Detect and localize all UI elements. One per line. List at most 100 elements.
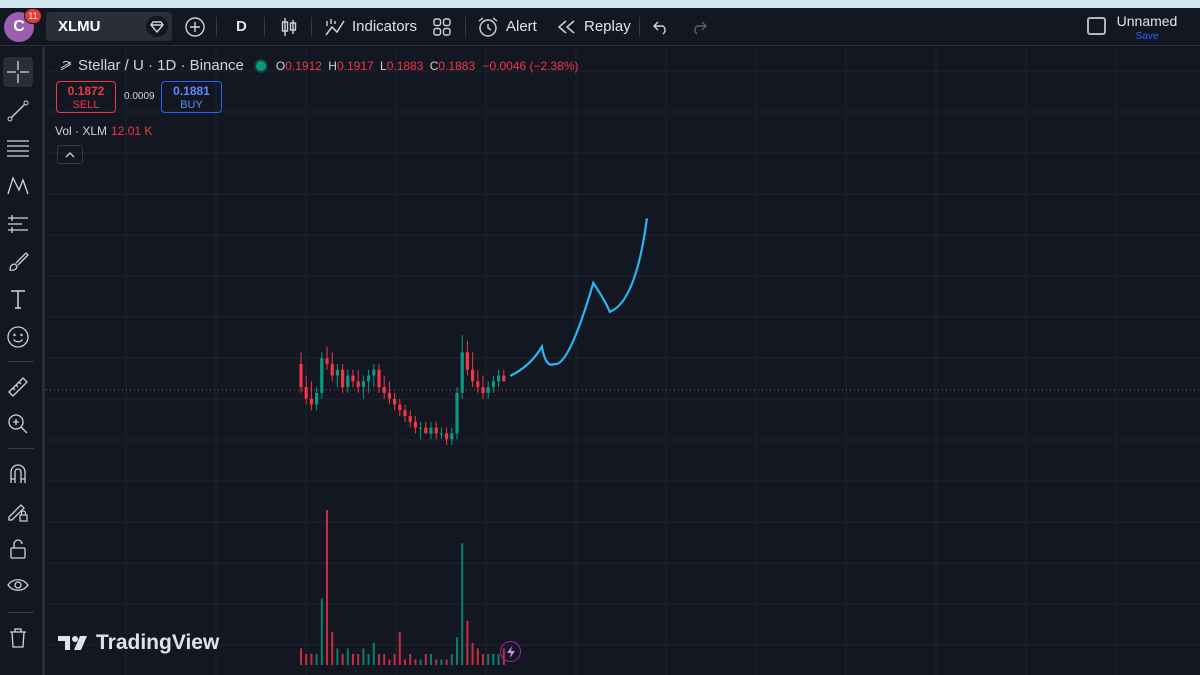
sell-button[interactable]: 0.1872 SELL <box>56 81 116 113</box>
zoom-in-icon[interactable] <box>3 409 33 439</box>
candle-body <box>330 363 334 376</box>
volume-bar <box>497 653 500 665</box>
candle-body <box>408 416 412 422</box>
volume-bar <box>430 653 432 665</box>
realtime-bolt-icon[interactable] <box>500 641 521 662</box>
candle-body <box>351 375 355 382</box>
buy-button[interactable]: 0.1881 BUY <box>161 81 222 113</box>
replay-button[interactable]: Replay <box>557 12 631 41</box>
alert-label: Alert <box>506 18 537 35</box>
divider <box>311 17 312 37</box>
candle-body <box>424 427 428 434</box>
candle-body <box>471 369 475 382</box>
high-value: 0.1917 <box>336 58 374 73</box>
symbol-name: XLMU <box>58 18 101 35</box>
volume-bar <box>326 510 328 665</box>
volume-bar <box>471 642 474 665</box>
divider <box>639 17 640 37</box>
save-label[interactable]: Save <box>1135 31 1159 42</box>
volume-bar <box>456 637 458 665</box>
interval-button[interactable]: D <box>236 18 247 35</box>
low-value: 0.1883 <box>386 58 424 73</box>
symbol-title[interactable]: Stellar / U · 1D · Binance <box>78 57 244 74</box>
symbol-search[interactable]: XLMU <box>46 12 172 41</box>
volume-legend[interactable]: Vol · XLM 12.01 K <box>55 124 152 138</box>
compare-add-icon[interactable] <box>184 12 206 41</box>
notification-badge[interactable]: 11 <box>24 8 42 24</box>
indicators-icon <box>325 18 345 35</box>
volume-bar <box>310 653 313 665</box>
fib-retracement-icon[interactable] <box>3 133 33 163</box>
emoji-icon[interactable] <box>3 322 33 352</box>
magnet-icon[interactable] <box>3 459 33 489</box>
ruler-icon[interactable] <box>3 372 33 402</box>
candle-body <box>455 392 459 434</box>
drawing-toolbar <box>0 47 45 675</box>
candle-body <box>361 381 365 388</box>
layout-name-button[interactable]: Unnamed Save <box>1114 14 1180 44</box>
trend-line-icon[interactable] <box>3 96 33 126</box>
text-icon[interactable] <box>3 284 33 314</box>
candle-body <box>346 375 350 388</box>
chart-pane[interactable]: Stellar / U · 1D · Binance O0.1912 H0.19… <box>46 47 1200 675</box>
volume-bar <box>378 653 380 665</box>
alert-button[interactable]: Alert <box>477 12 537 41</box>
volume-bar <box>450 653 453 665</box>
volume-bar <box>409 653 412 665</box>
indicators-button[interactable]: Indicators <box>324 12 417 41</box>
volume-bar <box>435 659 438 665</box>
chevron-up-icon <box>65 151 75 157</box>
volume-bar <box>461 543 464 665</box>
divider <box>465 17 466 37</box>
eye-icon[interactable] <box>3 570 33 600</box>
volume-bar <box>372 642 375 665</box>
logo-text: TradingView <box>96 631 220 654</box>
candle-body <box>304 387 308 399</box>
volume-bar <box>315 653 318 665</box>
trash-icon[interactable] <box>3 623 33 653</box>
volume-bar <box>393 653 396 665</box>
volume-bars <box>300 510 505 665</box>
candles-icon[interactable] <box>280 12 298 41</box>
open-label: O <box>275 58 286 73</box>
divider <box>8 361 34 362</box>
candle-body <box>429 427 433 434</box>
unlock-icon[interactable] <box>3 534 33 564</box>
stellar-logo-icon <box>60 60 72 70</box>
candle-body <box>315 392 319 405</box>
diamond-icon[interactable] <box>146 16 168 37</box>
candle-body <box>502 375 506 382</box>
projection-drawing[interactable] <box>509 218 648 377</box>
market-status-dot[interactable] <box>255 60 266 71</box>
ohlc-values: O0.1912 H0.1917 L0.1883 C0.1883 −0.0046 … <box>276 59 579 73</box>
volume-bar <box>362 648 365 665</box>
layouts-icon[interactable] <box>432 12 452 41</box>
volume-bar <box>440 659 443 665</box>
volume-bar <box>492 653 495 665</box>
candle-body <box>325 358 329 364</box>
candle-body <box>434 427 438 434</box>
collapse-legend-button[interactable] <box>57 145 83 164</box>
brush-icon[interactable] <box>3 247 33 277</box>
volume-bar <box>398 631 401 665</box>
volume-bar <box>352 653 354 665</box>
forecast-icon[interactable] <box>3 209 33 239</box>
chart-canvas[interactable] <box>46 47 1200 675</box>
volume-bar <box>300 648 302 665</box>
close-label: C <box>429 58 439 73</box>
pattern-icon[interactable] <box>3 171 33 201</box>
tradingview-logo[interactable]: TradingView <box>58 631 219 655</box>
crosshair-icon[interactable] <box>3 57 33 87</box>
candle-body <box>491 381 495 388</box>
redo-icon[interactable] <box>690 12 708 41</box>
volume-bar <box>336 648 339 665</box>
volume-bar <box>346 648 349 665</box>
volume-value: 12.01 K <box>111 124 153 138</box>
candle-body <box>299 363 303 388</box>
layout-square-icon[interactable] <box>1087 17 1106 35</box>
candle-body <box>486 387 490 393</box>
lock-drawing-icon[interactable] <box>3 497 33 527</box>
volume-bar <box>445 659 448 665</box>
undo-icon[interactable] <box>652 12 670 41</box>
indicators-label: Indicators <box>352 18 418 35</box>
